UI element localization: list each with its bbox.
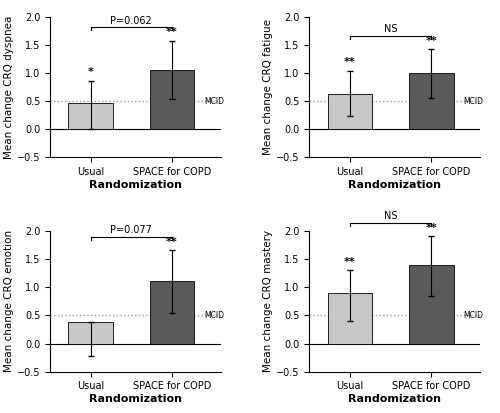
Text: *: * <box>88 67 94 77</box>
Y-axis label: Mean change CRQ dyspnea: Mean change CRQ dyspnea <box>4 15 14 159</box>
Text: MCID: MCID <box>204 311 225 320</box>
Bar <box>150 70 194 129</box>
Text: P=0.062: P=0.062 <box>110 16 152 26</box>
Bar <box>68 103 113 129</box>
Bar <box>328 293 372 344</box>
Y-axis label: Mean change CRQ fatigue: Mean change CRQ fatigue <box>264 19 274 155</box>
Text: MCID: MCID <box>204 97 225 106</box>
Text: NS: NS <box>384 24 398 34</box>
Text: **: ** <box>166 237 178 247</box>
Y-axis label: Mean change CRQ mastery: Mean change CRQ mastery <box>264 230 274 372</box>
Text: NS: NS <box>384 211 398 221</box>
Text: MCID: MCID <box>464 97 483 106</box>
Text: **: ** <box>344 257 356 267</box>
Text: **: ** <box>426 36 437 46</box>
Bar <box>409 265 454 344</box>
X-axis label: Randomization: Randomization <box>89 180 182 190</box>
Bar <box>409 73 454 129</box>
Bar <box>68 322 113 344</box>
X-axis label: Randomization: Randomization <box>89 394 182 404</box>
Text: **: ** <box>426 223 437 233</box>
Text: **: ** <box>344 57 356 67</box>
X-axis label: Randomization: Randomization <box>348 394 441 404</box>
Text: **: ** <box>166 27 178 38</box>
Text: P=0.077: P=0.077 <box>110 225 152 235</box>
X-axis label: Randomization: Randomization <box>348 180 441 190</box>
Bar <box>328 94 372 129</box>
Y-axis label: Mean change CRQ emotion: Mean change CRQ emotion <box>4 230 14 372</box>
Bar <box>150 282 194 344</box>
Text: MCID: MCID <box>464 311 483 320</box>
